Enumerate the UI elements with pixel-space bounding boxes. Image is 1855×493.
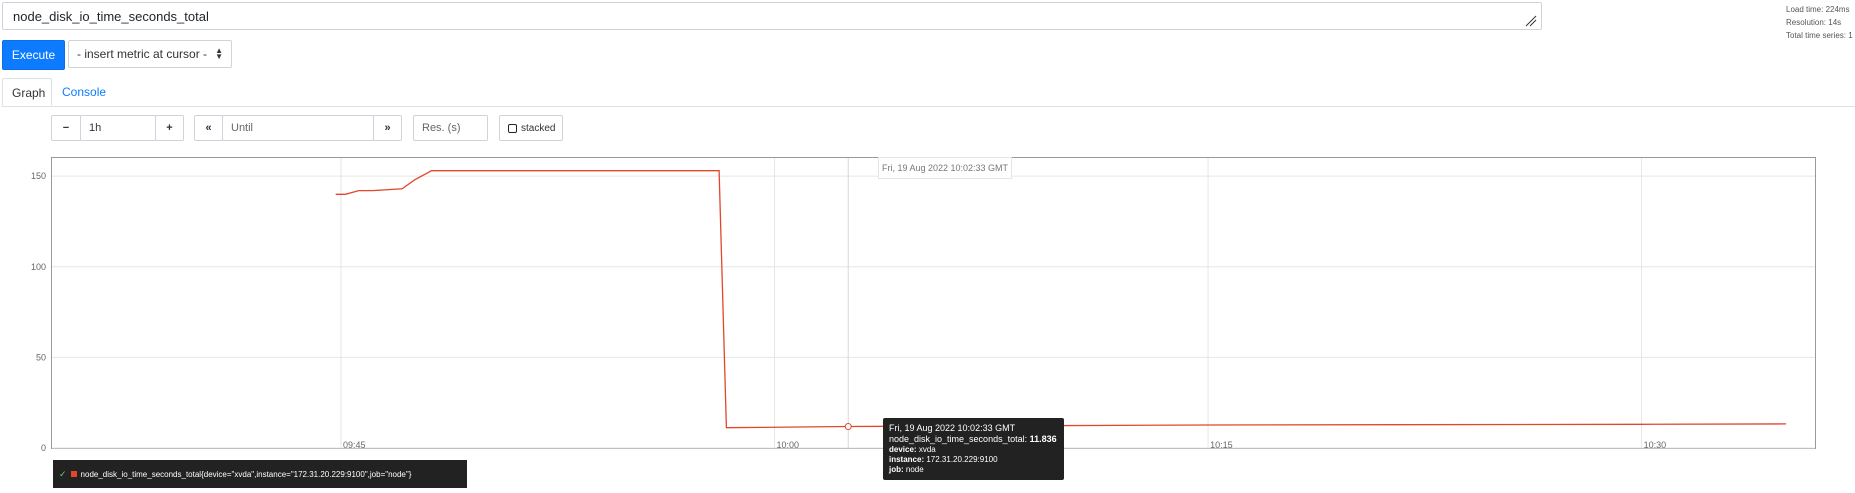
time-back-button[interactable]: «	[194, 115, 223, 141]
insert-metric-select[interactable]: - insert metric at cursor - ▲ ▼	[68, 40, 232, 68]
stacked-label: stacked	[521, 122, 556, 134]
total-series-text: Total time series: 1	[1786, 31, 1853, 40]
tooltip-metric-row: node_disk_io_time_seconds_total: 11.836	[889, 434, 1058, 445]
hover-tooltip: Fri, 19 Aug 2022 10:02:33 GMT node_disk_…	[883, 418, 1064, 480]
legend-series-label: node_disk_io_time_seconds_total{device="…	[80, 469, 412, 479]
select-arrows-icon: ▲ ▼	[215, 46, 223, 61]
expression-text: node_disk_io_time_seconds_total	[13, 9, 209, 24]
tooltip-device-row: device: xvda	[889, 445, 1058, 455]
x-tick-label: 09:45	[343, 440, 366, 450]
legend-check-icon: ✓	[59, 468, 67, 479]
tooltip-job-key: job:	[889, 465, 904, 474]
tab-graph[interactable]: Graph	[2, 78, 52, 106]
tooltip-instance-row: instance: 172.31.20.229:9100	[889, 455, 1058, 465]
y-tick-label: 150	[31, 171, 46, 181]
series-legend[interactable]: ✓ node_disk_io_time_seconds_total{device…	[53, 460, 467, 488]
resolution-text: Resolution: 14s	[1786, 18, 1842, 27]
series-line	[335, 170, 1787, 429]
x-tick-label: 10:30	[1644, 440, 1667, 450]
stacked-toggle-button[interactable]: stacked	[499, 115, 563, 141]
y-tick-label: 50	[36, 352, 46, 362]
y-tick-label: 100	[31, 262, 46, 272]
tooltip-metric-value: 11.836	[1029, 434, 1057, 444]
resize-handle-icon[interactable]	[1525, 15, 1537, 27]
legend-color-swatch	[70, 471, 77, 477]
execute-button[interactable]: Execute	[2, 40, 65, 70]
tooltip-job-value: node	[905, 465, 924, 474]
until-input[interactable]: Until	[222, 115, 374, 141]
range-input[interactable]: 1h	[80, 115, 156, 141]
tooltip-device-value: xvda	[918, 445, 936, 454]
hovered-data-point	[844, 423, 852, 431]
view-tabs: Graph Console	[2, 78, 1855, 107]
load-time-text: Load time: 224ms	[1786, 5, 1850, 14]
hover-date-label: Fri, 19 Aug 2022 10:02:33 GMT	[878, 157, 1012, 179]
tab-console[interactable]: Console	[62, 85, 107, 99]
tooltip-instance-key: instance:	[889, 455, 925, 464]
x-tick-label: 10:15	[1210, 440, 1233, 450]
tooltip-date: Fri, 19 Aug 2022 10:02:33 GMT	[889, 423, 1016, 433]
time-forward-button[interactable]: »	[373, 115, 402, 141]
stacked-checkbox-icon	[508, 123, 517, 133]
tooltip-job-row: job: node	[889, 465, 1058, 475]
y-tick-label: 0	[41, 443, 46, 453]
tooltip-instance-value: 172.31.20.229:9100	[926, 455, 998, 464]
expression-input[interactable]: node_disk_io_time_seconds_total	[2, 2, 1542, 30]
x-tick-label: 10:00	[777, 440, 800, 450]
range-increase-button[interactable]: +	[155, 115, 184, 141]
tooltip-metric-name: node_disk_io_time_seconds_total:	[889, 434, 1028, 444]
resolution-input[interactable]: Res. (s)	[413, 115, 488, 141]
query-stats: Load time: 224ms Resolution: 14s Total t…	[1786, 3, 1853, 42]
insert-metric-label: - insert metric at cursor -	[77, 47, 208, 61]
tooltip-device-key: device:	[889, 445, 917, 454]
